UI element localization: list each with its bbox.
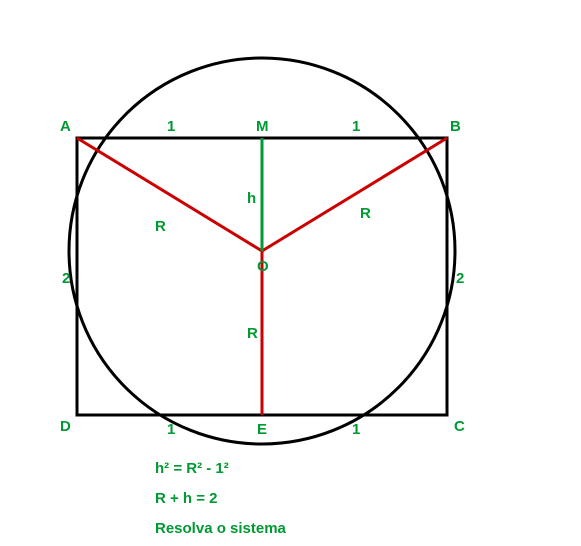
label-top-left-1: 1 [167,118,175,135]
label-bottom-left-1: 1 [167,421,175,438]
label-right-2: 2 [456,270,464,287]
equation-2: R + h = 2 [155,490,218,507]
equation-1: h² = R² - 1² [155,460,229,477]
label-R-OA: R [155,218,166,235]
line-OB [262,138,447,251]
label-M: M [256,118,269,135]
line-OA [77,138,262,251]
label-left-2: 2 [62,270,70,287]
diagram-container: A B C D M O E 1 1 1 1 2 2 h R R R h² = R… [0,0,581,546]
label-bottom-right-1: 1 [352,421,360,438]
geometry-svg [0,0,581,546]
label-top-right-1: 1 [352,118,360,135]
label-R-OB: R [360,205,371,222]
label-E: E [257,421,267,438]
label-C: C [454,418,465,435]
label-A: A [60,118,71,135]
label-h: h [247,190,256,207]
label-O: O [257,258,269,275]
label-D: D [60,418,71,435]
label-R-OE: R [247,325,258,342]
label-B: B [450,118,461,135]
equation-3: Resolva o sistema [155,520,286,537]
